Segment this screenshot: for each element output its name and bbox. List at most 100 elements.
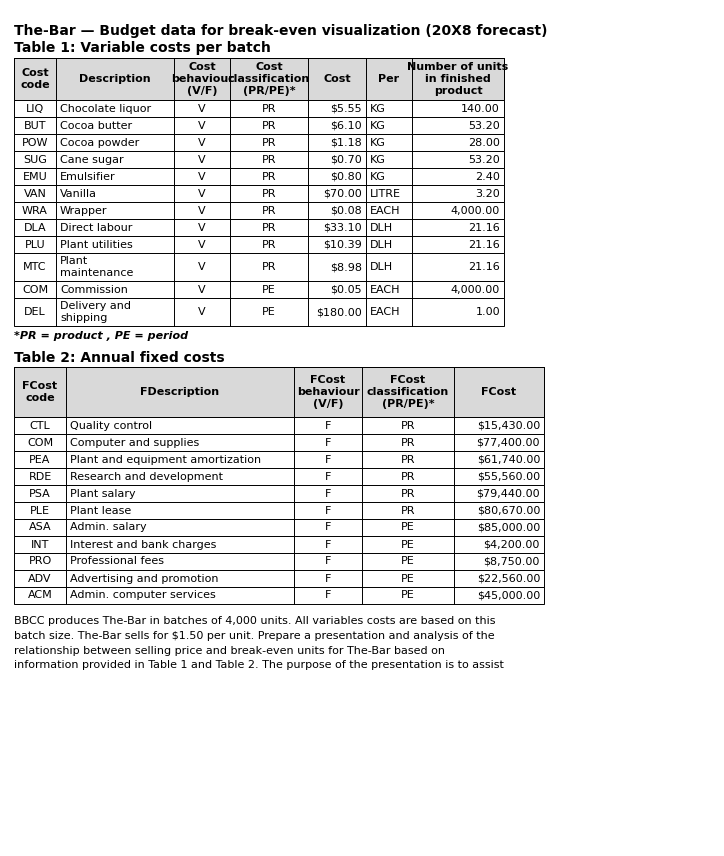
Text: POW: POW	[22, 138, 49, 147]
Text: Plant lease: Plant lease	[70, 506, 131, 515]
Text: $8,750.00: $8,750.00	[484, 556, 540, 567]
Text: Direct labour: Direct labour	[60, 223, 132, 233]
Text: PSA: PSA	[29, 489, 51, 498]
Bar	[14, 417, 544, 434]
Text: FCost
classification
(PR/PE)*: FCost classification (PR/PE)*	[367, 375, 449, 409]
Text: Research and development: Research and development	[70, 472, 223, 482]
Text: PR: PR	[262, 240, 277, 249]
Text: Number of units
in finished
product: Number of units in finished product	[408, 62, 509, 97]
Text: Cocoa powder: Cocoa powder	[60, 138, 139, 147]
Text: Cocoa butter: Cocoa butter	[60, 121, 132, 130]
Text: $80,670.00: $80,670.00	[476, 506, 540, 515]
Text: $61,740.00: $61,740.00	[476, 455, 540, 465]
Text: PR: PR	[262, 154, 277, 164]
Text: Table 1: Variable costs per batch: Table 1: Variable costs per batch	[14, 41, 271, 55]
Text: PR: PR	[262, 188, 277, 199]
Text: Emulsifier: Emulsifier	[60, 171, 116, 181]
Text: RDE: RDE	[28, 472, 51, 482]
Text: $5.55: $5.55	[330, 104, 362, 114]
Text: PR: PR	[401, 455, 416, 465]
Text: $0.05: $0.05	[330, 284, 362, 294]
Text: V: V	[198, 223, 206, 233]
Bar	[14, 151, 504, 168]
Text: COM: COM	[27, 437, 53, 448]
Text: PRO: PRO	[28, 556, 51, 567]
Text: Professional fees: Professional fees	[70, 556, 164, 567]
Text: 4,000.00: 4,000.00	[451, 284, 500, 294]
Text: PR: PR	[262, 104, 277, 114]
Text: Admin. computer services: Admin. computer services	[70, 591, 216, 601]
Text: PR: PR	[401, 420, 416, 431]
Bar	[14, 202, 504, 219]
Text: PR: PR	[262, 171, 277, 181]
Text: F: F	[325, 539, 331, 550]
Text: Quality control: Quality control	[70, 420, 152, 431]
Text: FDescription: FDescription	[140, 387, 219, 397]
Text: BBCC produces The-Bar in batches of 4,000 units. All variables costs are based o: BBCC produces The-Bar in batches of 4,00…	[14, 616, 504, 670]
Bar	[14, 367, 544, 417]
Text: 53.20: 53.20	[468, 154, 500, 164]
Text: 4,000.00: 4,000.00	[451, 205, 500, 216]
Text: Cost
behaviour
(V/F): Cost behaviour (V/F)	[171, 62, 233, 97]
Bar	[14, 570, 544, 587]
Text: V: V	[198, 104, 206, 114]
Text: 21.16: 21.16	[468, 223, 500, 233]
Text: PR: PR	[401, 472, 416, 482]
Text: V: V	[198, 307, 206, 317]
Bar	[14, 587, 544, 604]
Bar	[14, 536, 544, 553]
Text: 3.20: 3.20	[475, 188, 500, 199]
Text: Chocolate liquor: Chocolate liquor	[60, 104, 151, 114]
Bar	[14, 117, 504, 134]
Text: ADV: ADV	[28, 574, 51, 584]
Text: $8.98: $8.98	[330, 262, 362, 272]
Text: $79,440.00: $79,440.00	[476, 489, 540, 498]
Bar	[14, 434, 544, 451]
Text: $70.00: $70.00	[323, 188, 362, 199]
Text: F: F	[325, 556, 331, 567]
Text: Delivery and
shipping: Delivery and shipping	[60, 301, 131, 323]
Text: Description: Description	[79, 74, 151, 84]
Text: LITRE: LITRE	[370, 188, 401, 199]
Text: $10.39: $10.39	[323, 240, 362, 249]
Text: Plant salary: Plant salary	[70, 489, 135, 498]
Text: PE: PE	[401, 522, 415, 532]
Text: DLH: DLH	[370, 262, 393, 272]
Text: 53.20: 53.20	[468, 121, 500, 130]
Bar	[14, 553, 544, 570]
Text: FCost
code: FCost code	[22, 381, 58, 403]
Text: F: F	[325, 489, 331, 498]
Text: Vanilla: Vanilla	[60, 188, 97, 199]
Text: ASA: ASA	[29, 522, 51, 532]
Text: $0.08: $0.08	[330, 205, 362, 216]
Text: $4,200.00: $4,200.00	[484, 539, 540, 550]
Text: V: V	[198, 240, 206, 249]
Text: PE: PE	[401, 574, 415, 584]
Bar	[14, 236, 504, 253]
Bar	[14, 502, 544, 519]
Text: Advertising and promotion: Advertising and promotion	[70, 574, 219, 584]
Text: $0.70: $0.70	[330, 154, 362, 164]
Text: $33.10: $33.10	[324, 223, 362, 233]
Text: 28.00: 28.00	[468, 138, 500, 147]
Text: PR: PR	[401, 489, 416, 498]
Text: $1.18: $1.18	[330, 138, 362, 147]
Text: Interest and bank charges: Interest and bank charges	[70, 539, 216, 550]
Text: Cost
code: Cost code	[20, 68, 50, 90]
Text: CTL: CTL	[30, 420, 51, 431]
Text: PR: PR	[401, 506, 416, 515]
Text: KG: KG	[370, 104, 386, 114]
Text: V: V	[198, 121, 206, 130]
Text: LIQ: LIQ	[26, 104, 44, 114]
Text: MTC: MTC	[23, 262, 47, 272]
Text: F: F	[325, 506, 331, 515]
Text: Cane sugar: Cane sugar	[60, 154, 124, 164]
Text: PE: PE	[262, 307, 276, 317]
Text: $22,560.00: $22,560.00	[476, 574, 540, 584]
Text: ACM: ACM	[28, 591, 52, 601]
Text: KG: KG	[370, 138, 386, 147]
Text: PR: PR	[262, 138, 277, 147]
Text: $6.10: $6.10	[330, 121, 362, 130]
Bar	[14, 185, 504, 202]
Text: F: F	[325, 472, 331, 482]
